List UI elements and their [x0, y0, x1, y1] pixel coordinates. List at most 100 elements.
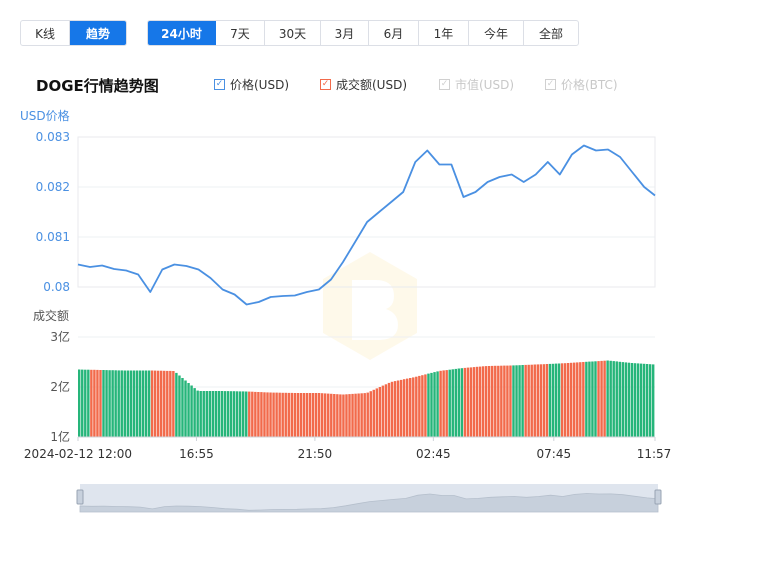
tab-1y[interactable]: 1年: [419, 21, 469, 45]
volume-bar: [333, 394, 336, 437]
volume-bar: [102, 370, 105, 437]
legend-marketcap-usd[interactable]: ✓ 市值(USD): [439, 76, 514, 93]
volume-bar: [172, 371, 175, 437]
volume-bar: [621, 362, 625, 437]
legend-price-btc[interactable]: ✓ 价格(BTC): [545, 76, 618, 93]
range-navigator[interactable]: [76, 484, 662, 513]
volume-bar: [166, 370, 169, 437]
tab-all[interactable]: 全部: [538, 26, 563, 41]
volume-bar: [202, 391, 205, 437]
volume-bar: [275, 392, 278, 437]
volume-bar: [199, 391, 202, 437]
time-range-tabs: 24小时 7天 30天 3月 6月 1年 今年 全部: [147, 20, 579, 46]
volume-bar: [569, 362, 573, 437]
volume-bar: [360, 393, 363, 437]
volume-bar: [588, 361, 591, 437]
tab-24h[interactable]: 24小时: [148, 21, 216, 45]
volume-bar: [159, 370, 163, 437]
tab-3m[interactable]: 3月: [321, 21, 369, 45]
legend-volume-usd[interactable]: ✓ 成交额(USD): [320, 76, 407, 93]
volume-bar: [111, 370, 114, 437]
volume-bar: [323, 393, 327, 437]
navigator-handle-left[interactable]: [76, 489, 84, 505]
volume-bar: [320, 393, 324, 437]
volume-bar: [527, 364, 530, 437]
volume-bar: [481, 366, 485, 437]
volume-bar: [138, 370, 142, 437]
tab-7d[interactable]: 7天: [216, 21, 265, 45]
volume-bar: [418, 375, 421, 437]
tab-trend[interactable]: 趋势: [70, 21, 126, 45]
volume-bar: [454, 368, 458, 437]
volume-bar: [163, 370, 166, 437]
volume-bar: [615, 361, 618, 437]
volume-bar: [421, 375, 424, 437]
tab-kline[interactable]: K线: [21, 21, 71, 45]
volume-bar: [348, 394, 351, 437]
volume-bar: [579, 362, 582, 437]
volume-bar: [475, 366, 479, 437]
volume-bar: [290, 392, 294, 437]
volume-bar: [606, 360, 609, 437]
checkbox-icon: ✓: [439, 79, 450, 90]
chart-title: DOGE行情趋势图: [36, 77, 159, 95]
volume-bar: [211, 391, 215, 437]
x-tick-label: 02:45: [416, 447, 451, 461]
volume-bar: [384, 384, 388, 437]
volume-bar: [390, 381, 394, 437]
volume-bar: [551, 363, 555, 437]
volume-bar: [339, 394, 342, 437]
volume-bar: [293, 393, 297, 437]
volume-bar: [187, 383, 190, 437]
volume-bar: [466, 367, 470, 437]
volume-bar: [451, 369, 454, 437]
volume-bar: [573, 362, 576, 437]
volume-bar: [105, 370, 108, 437]
volume-bar: [126, 370, 130, 437]
volume-bar: [196, 390, 199, 437]
checkbox-icon: ✓: [214, 79, 225, 90]
volume-bar: [257, 392, 260, 437]
volume-bar: [497, 365, 500, 437]
price-tick-label: 0.082: [36, 180, 70, 194]
volume-bar: [308, 393, 312, 437]
volume-bar: [184, 380, 187, 437]
price-line: [77, 144, 656, 306]
tab-ytd[interactable]: 今年: [469, 21, 524, 45]
volume-bar: [214, 391, 218, 437]
navigator-handle-right[interactable]: [654, 489, 662, 505]
tab-30d[interactable]: 30天: [265, 21, 321, 45]
volume-bar: [260, 392, 263, 437]
volume-bar: [150, 370, 154, 437]
legend-label: 价格(BTC): [561, 78, 618, 92]
volume-bar: [272, 392, 275, 437]
volume-bar: [169, 370, 172, 437]
volume-bar: [345, 394, 348, 437]
volume-bar: [220, 391, 224, 437]
volume-bar: [342, 394, 345, 437]
volume-bar: [566, 363, 570, 437]
volume-bar: [427, 373, 430, 437]
volume-bar: [651, 364, 655, 437]
volume-bar: [597, 361, 600, 437]
volume-bar: [366, 392, 369, 437]
volume-bar: [305, 393, 309, 437]
volume-bar: [402, 379, 406, 437]
volume-bar: [363, 393, 366, 437]
volume-bar: [266, 392, 269, 437]
volume-bar: [144, 370, 148, 437]
volume-bar: [314, 393, 318, 437]
volume-bar: [302, 393, 306, 437]
volume-bar: [193, 388, 196, 437]
volume-bar: [357, 393, 360, 437]
legend-price-usd[interactable]: ✓ 价格(USD): [214, 76, 289, 93]
volume-bar: [311, 393, 315, 437]
tab-6m[interactable]: 6月: [369, 21, 419, 45]
volume-bar: [99, 370, 102, 437]
volume-bar: [393, 381, 397, 437]
volume-bar: [120, 370, 123, 437]
volume-bar: [223, 391, 227, 437]
volume-bar: [226, 391, 230, 437]
legend-label: 市值(USD): [455, 78, 515, 92]
